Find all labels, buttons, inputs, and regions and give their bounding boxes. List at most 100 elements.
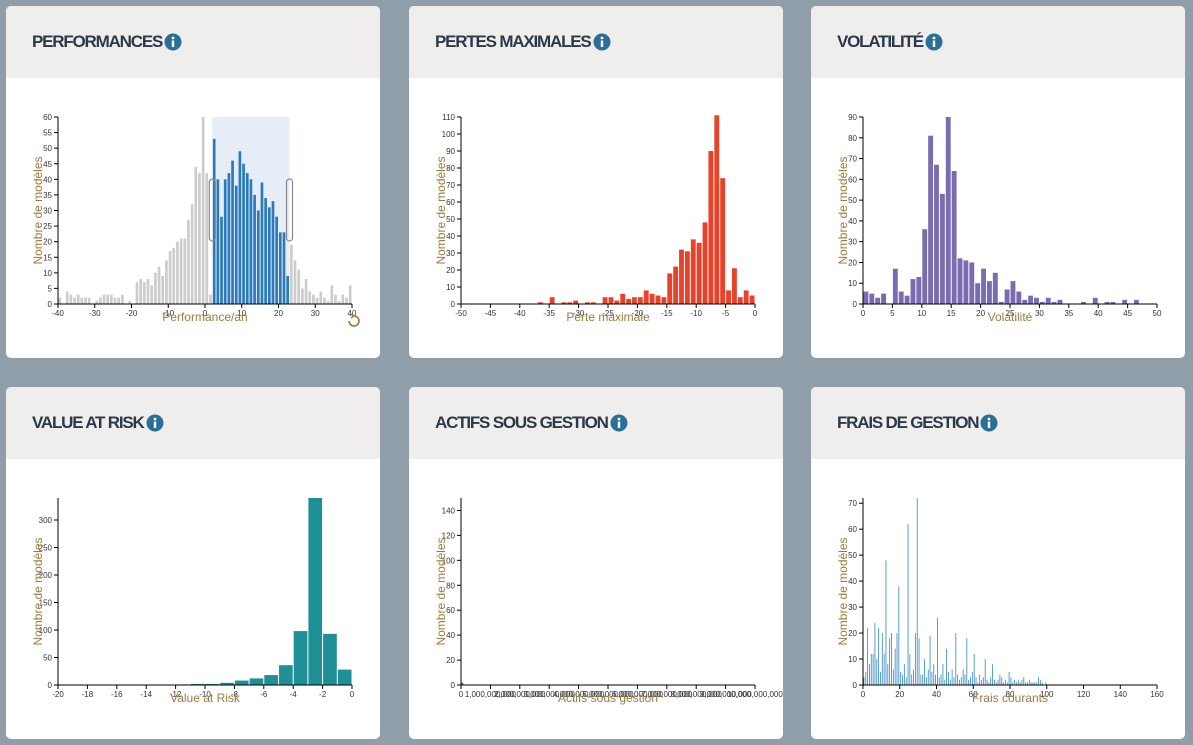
card-header: PERFORMANCES [6,6,380,78]
bar [267,207,271,304]
bar [1081,301,1086,304]
bar [907,523,909,685]
info-icon [980,414,998,432]
info-bar [617,421,620,428]
y-tick-label: 10 [848,279,857,288]
bar [1104,301,1110,304]
bar [984,659,986,685]
card-title: PERFORMANCES [32,32,163,51]
y-tick-label: 50 [43,654,52,663]
bar [614,300,620,304]
info-dot [153,417,156,421]
bar [249,678,264,685]
bar [632,297,637,304]
x-tick-label: 0 [459,690,464,699]
bar [223,179,227,304]
bar [986,679,988,685]
bar [1030,682,1032,685]
bar [939,193,945,304]
y-tick-label: 90 [446,147,455,156]
bar [887,664,889,685]
y-tick-label: 60 [43,113,52,122]
bar [106,294,109,304]
info-icon [925,33,943,51]
y-tick-label: 80 [848,134,857,143]
bar [537,302,543,304]
info-dot [600,36,603,40]
y-tick-label: 55 [43,129,52,138]
x-axis-label: Frais courants [972,691,1048,705]
info-dot [987,417,991,421]
info-icon [146,414,164,432]
bar [918,638,920,685]
y-axis-label: Nombre de modèles [836,537,850,645]
info-bar [171,40,175,47]
bar [279,665,293,685]
y-tick-label: 20 [848,258,857,267]
bar [113,297,117,304]
bar [279,232,282,304]
y-tick-label: 110 [442,113,455,122]
bar [1110,301,1116,304]
x-tick-label: -20 [126,309,138,318]
bar [998,301,1004,304]
bar [201,117,205,304]
x-tick-label: 40 [348,309,357,318]
bar [608,297,614,304]
y-tick-label: 80 [446,164,455,173]
bar [297,269,301,304]
bar [935,674,936,685]
y-tick-label: 45 [43,160,52,169]
y-tick-label: 0 [48,300,53,309]
bar [679,249,684,304]
x-tick-label: 80 [1006,690,1015,699]
bar [904,295,910,304]
y-tick-label: 60 [848,525,857,534]
bar [964,674,966,685]
brush-handle [208,178,216,242]
bar [95,300,98,304]
bar [929,635,931,685]
bar [549,297,555,304]
bar [198,173,201,304]
bar [80,297,84,304]
bar [179,238,183,304]
bar [872,653,874,685]
x-tick-label: 5,000,000,000 [582,690,634,699]
bar [892,268,898,304]
y-tick-label: 100 [442,130,456,139]
x-tick-label: 40 [932,690,941,699]
bar [1039,301,1045,304]
bar [286,275,290,304]
bar [146,279,150,304]
bar [348,285,352,304]
bar [282,232,286,304]
x-tick-label: 20 [274,309,283,318]
x-tick-label: 10 [917,309,926,318]
bar [238,151,242,304]
bar [337,300,341,304]
x-tick-label: 9,000,000,000 [700,690,752,699]
y-tick-label: 60 [848,175,857,184]
bar [743,290,749,304]
bar [931,672,933,685]
bar [982,677,984,685]
bar [205,683,220,685]
bar [168,251,172,304]
bar [1017,679,1019,685]
bar [726,290,731,304]
bar [242,163,245,304]
bar [896,633,898,685]
bar [304,279,308,304]
x-tick-label: 100 [1040,690,1054,699]
bar [1051,301,1057,304]
bar [216,179,220,304]
bar [916,498,918,685]
bar [205,173,209,304]
y-tick-label: 20 [446,266,455,275]
chart: 0 10 20 30 40 50 60 70 0 20 40 60 80 100 120 140 160 Frai… [836,498,1164,705]
y-tick-label: 90 [848,113,857,122]
